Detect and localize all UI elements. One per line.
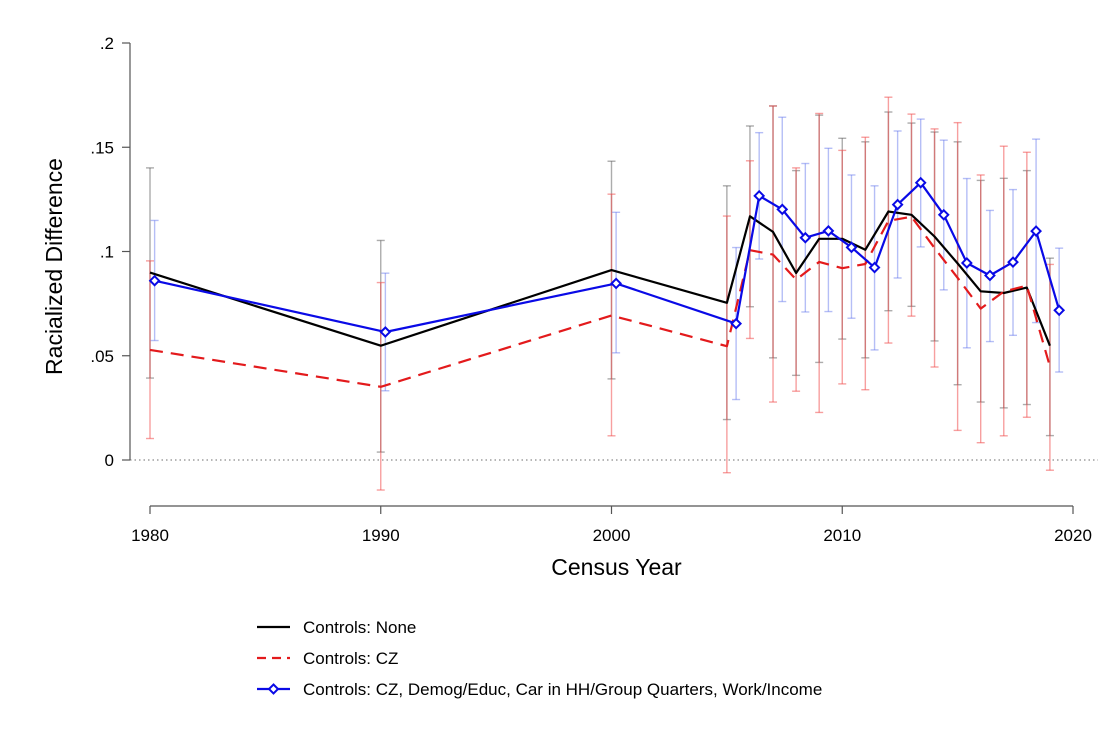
x-tick-label: 2020 <box>1054 526 1092 545</box>
data-point-marker <box>1007 256 1019 269</box>
y-tick-label: .2 <box>100 34 114 53</box>
data-point-marker <box>776 203 789 216</box>
data-point-marker <box>799 231 812 244</box>
data-point-marker <box>1053 304 1066 317</box>
data-point-marker <box>868 261 881 274</box>
x-tick-label: 2010 <box>823 526 861 545</box>
data-point-marker <box>937 208 950 221</box>
data-point-marker <box>960 257 973 269</box>
legend-label: Controls: None <box>303 618 416 637</box>
data-point-marker <box>1030 225 1042 237</box>
data-point-marker <box>845 241 858 254</box>
data-point-marker <box>822 224 835 237</box>
legend: Controls: None Controls: CZ Controls: CZ, … <box>257 618 822 699</box>
legend-label: Controls: CZ <box>303 649 398 668</box>
x-tick-label: 1990 <box>362 526 400 545</box>
y-tick-label: .05 <box>90 347 114 366</box>
y-tick-label: .1 <box>100 243 114 262</box>
y-tick-label: .15 <box>90 138 114 157</box>
x-axis-title: Census Year <box>551 554 682 580</box>
data-point-marker <box>914 176 927 189</box>
data-point-marker <box>891 198 904 211</box>
data-point-marker <box>753 189 766 202</box>
data-point-marker <box>984 269 996 282</box>
data-point-marker <box>148 274 161 287</box>
y-axis-title: Racialized Difference <box>41 158 67 375</box>
series-markers <box>148 176 1066 338</box>
axes: 0 .05 .1 .15 .2 1980 1990 2000 2010 2020 <box>90 34 1092 545</box>
data-point-marker <box>730 317 743 330</box>
x-tick-label: 2000 <box>593 526 631 545</box>
x-tick-label: 1980 <box>131 526 169 545</box>
data-point-marker <box>379 326 392 338</box>
y-tick-label: 0 <box>105 451 114 470</box>
data-point-marker <box>610 277 623 290</box>
series-line <box>149 215 1051 388</box>
legend-marker <box>267 683 280 695</box>
legend-label: Controls: CZ, Demog/Educ, Car in HH/Grou… <box>303 680 822 699</box>
series-line <box>154 181 1061 334</box>
